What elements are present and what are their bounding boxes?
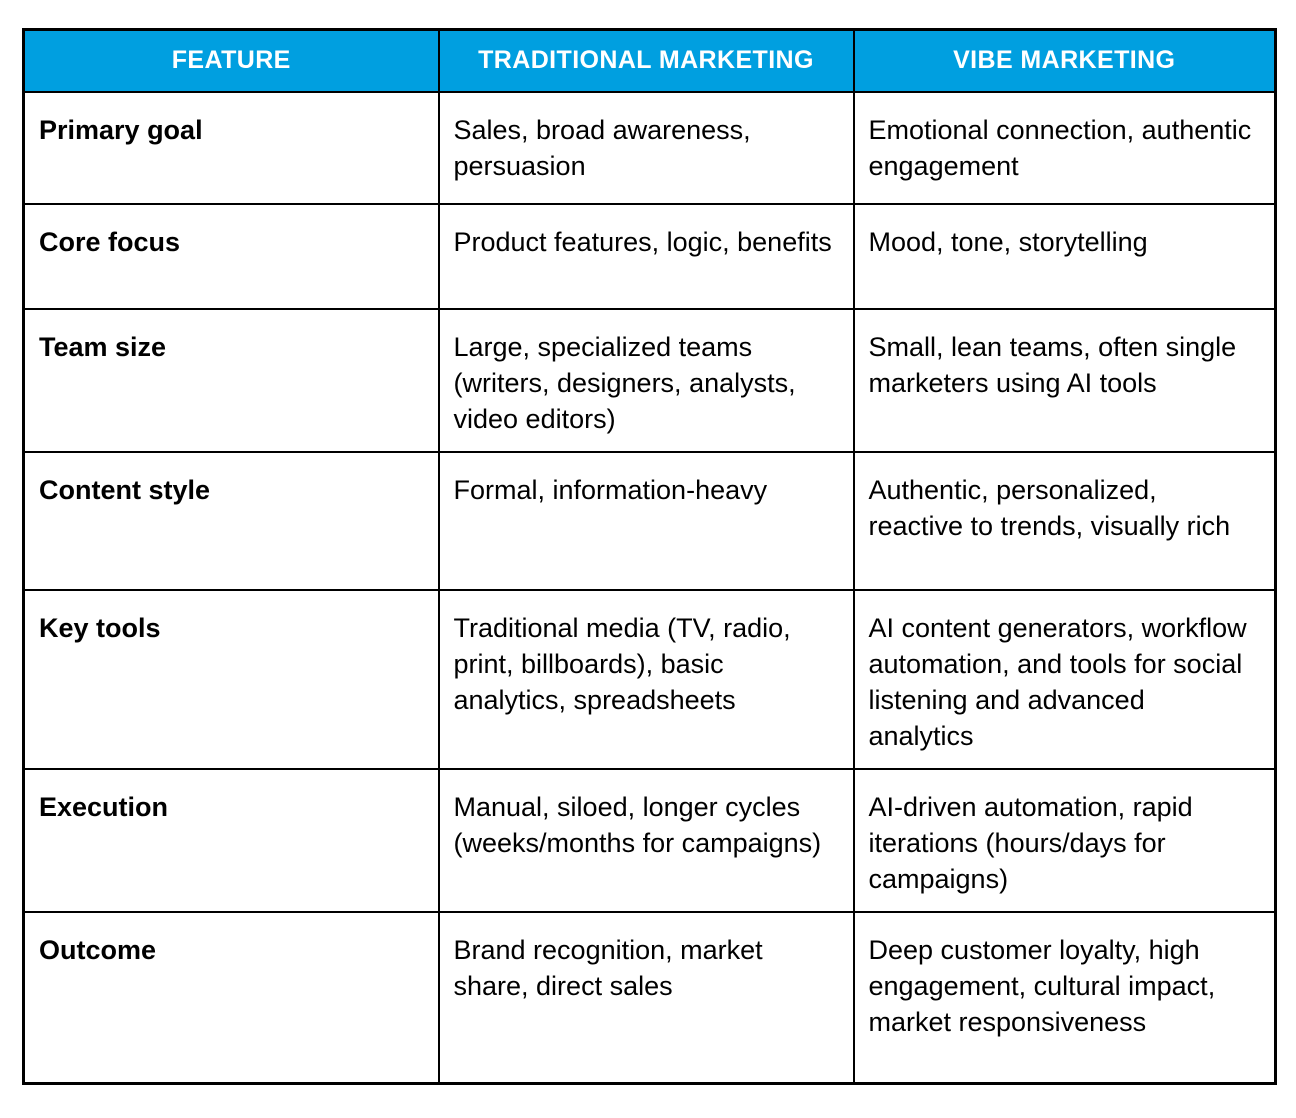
table-row: Key tools Traditional media (TV, radio, … <box>22 588 1277 770</box>
feature-cell-execution: Execution <box>22 767 440 913</box>
table-row: Content style Formal, information-heavy … <box>22 450 1277 591</box>
traditional-cell-outcome: Brand recognition, market share, direct … <box>437 910 855 1085</box>
traditional-cell-content-style: Formal, information-heavy <box>437 450 855 591</box>
feature-cell-team-size: Team size <box>22 307 440 453</box>
table-row: Core focus Product features, logic, bene… <box>22 202 1277 310</box>
feature-cell-primary-goal: Primary goal <box>22 90 440 205</box>
header-traditional-marketing: TRADITIONAL MARKETING <box>437 28 855 93</box>
feature-cell-outcome: Outcome <box>22 910 440 1085</box>
vibe-cell-content-style: Authentic, personalized, reactive to tre… <box>852 450 1277 591</box>
vibe-cell-primary-goal: Emotional connection, authentic engageme… <box>852 90 1277 205</box>
vibe-cell-key-tools: AI content generators, workflow automati… <box>852 588 1277 770</box>
table-row: Execution Manual, siloed, longer cycles … <box>22 767 1277 913</box>
header-vibe-marketing: VIBE MARKETING <box>852 28 1277 93</box>
table-row: Team size Large, specialized teams (writ… <box>22 307 1277 453</box>
marketing-comparison-table: FEATURE TRADITIONAL MARKETING VIBE MARKE… <box>22 28 1277 1085</box>
traditional-cell-team-size: Large, specialized teams (writers, desig… <box>437 307 855 453</box>
traditional-cell-key-tools: Traditional media (TV, radio, print, bil… <box>437 588 855 770</box>
table-row: Primary goal Sales, broad awareness, per… <box>22 90 1277 205</box>
feature-cell-key-tools: Key tools <box>22 588 440 770</box>
traditional-cell-execution: Manual, siloed, longer cycles (weeks/mon… <box>437 767 855 913</box>
vibe-cell-outcome: Deep customer loyalty, high engagement, … <box>852 910 1277 1085</box>
vibe-cell-team-size: Small, lean teams, often single marketer… <box>852 307 1277 453</box>
header-feature: FEATURE <box>22 28 440 93</box>
table-header-row: FEATURE TRADITIONAL MARKETING VIBE MARKE… <box>22 28 1277 93</box>
traditional-cell-core-focus: Product features, logic, benefits <box>437 202 855 310</box>
table-row: Outcome Brand recognition, market share,… <box>22 910 1277 1085</box>
feature-cell-content-style: Content style <box>22 450 440 591</box>
vibe-cell-execution: AI-driven automation, rapid iterations (… <box>852 767 1277 913</box>
traditional-cell-primary-goal: Sales, broad awareness, persuasion <box>437 90 855 205</box>
vibe-cell-core-focus: Mood, tone, storytelling <box>852 202 1277 310</box>
feature-cell-core-focus: Core focus <box>22 202 440 310</box>
